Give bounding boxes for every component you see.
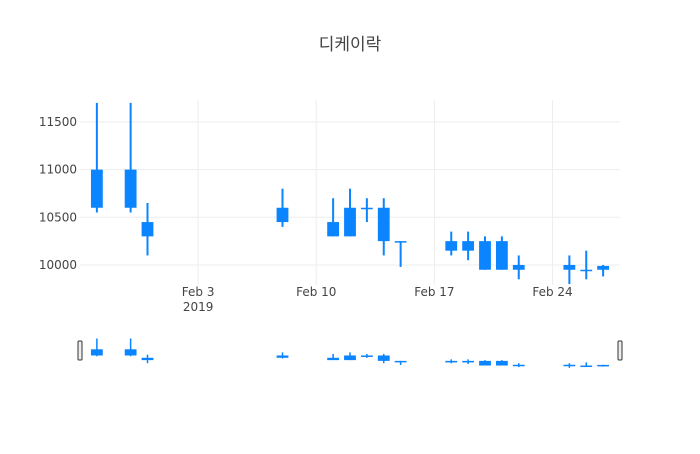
candle-body (377, 207, 390, 242)
slider-candle-body (597, 364, 610, 367)
candle-body (327, 222, 340, 237)
candle-body (394, 241, 407, 243)
slider-candle-body (580, 365, 593, 368)
slider-candle-body (394, 360, 407, 363)
y-tick-label: 10000 (39, 258, 77, 272)
slider-candle-body (479, 360, 491, 366)
candle-body (90, 169, 103, 208)
candle-body (360, 207, 373, 210)
slider-candle-body (124, 349, 137, 356)
candle-body (580, 269, 593, 272)
slider-candle-body (563, 364, 576, 367)
slider-candle-body (445, 360, 458, 363)
range-slider-right-handle[interactable] (617, 340, 623, 361)
y-axis-ticks: 10000 10500 11000 11500 (39, 115, 77, 272)
slider-candle-body (276, 355, 289, 358)
y-tick-label: 10500 (39, 210, 77, 224)
candle-body (344, 207, 356, 237)
x-tick-label: Feb 10 (296, 285, 336, 299)
slider-candle-body (512, 364, 525, 367)
slider-candle-body (90, 349, 103, 356)
x-tick-label: Feb 24 (532, 285, 572, 299)
candles-layer[interactable] (90, 102, 610, 285)
candle-body (124, 169, 137, 208)
x-tick-label: Feb 3 (182, 285, 215, 299)
candle-body (563, 264, 576, 270)
range-slider[interactable] (77, 338, 623, 368)
y-tick-label: 11000 (39, 163, 77, 177)
candle-body (141, 222, 154, 237)
candle-body (479, 241, 491, 270)
slider-candle-body (141, 357, 154, 361)
x-tick-year-label: 2019 (183, 300, 214, 314)
candle-body (462, 241, 475, 251)
slider-candle-body (495, 360, 508, 366)
candle-body (597, 265, 610, 270)
chart-title: 디케이락 (319, 35, 382, 55)
candle-body (276, 207, 289, 223)
candle-body (512, 264, 525, 270)
slider-candle-body (344, 355, 356, 361)
candle-body (495, 241, 508, 270)
y-tick-label: 11500 (39, 115, 77, 129)
grid-lines (80, 100, 620, 285)
x-tick-label: Feb 17 (414, 285, 454, 299)
candle-body (445, 241, 458, 251)
range-slider-left-handle[interactable] (77, 340, 83, 361)
slider-candle-body (377, 355, 390, 361)
slider-candle-body (462, 360, 475, 363)
slider-candle-body (360, 355, 373, 357)
slider-candle-body (327, 357, 340, 361)
